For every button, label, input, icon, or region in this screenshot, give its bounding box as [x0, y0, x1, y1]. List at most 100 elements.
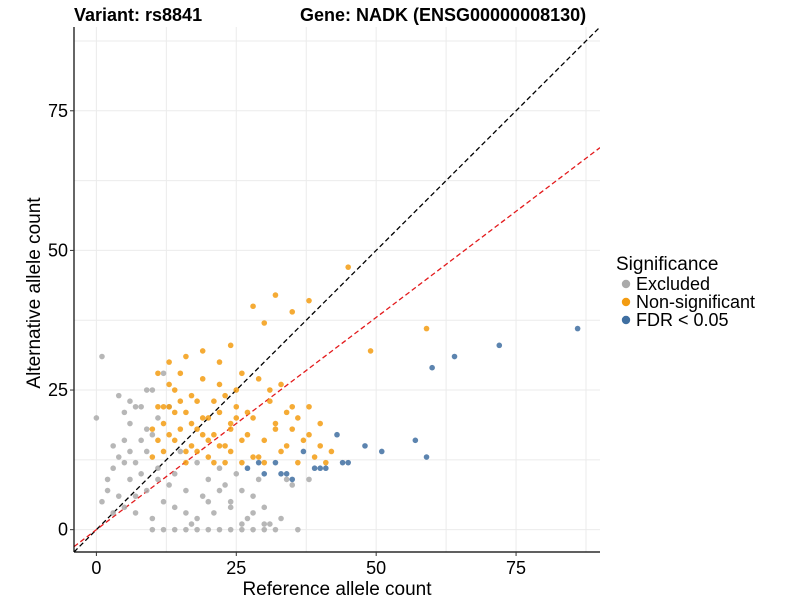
data-point: [283, 443, 290, 449]
data-point: [183, 459, 189, 466]
data-point: [261, 437, 268, 444]
data-point: [239, 437, 245, 444]
data-point: [239, 370, 245, 377]
data-point: [233, 415, 240, 421]
data-point: [272, 292, 279, 298]
data-point: [183, 353, 189, 360]
legend-label: Excluded: [636, 274, 710, 294]
y-tick-label: 75: [48, 101, 68, 121]
fit-line: [74, 147, 600, 548]
data-point: [239, 459, 245, 466]
data-point: [283, 409, 290, 416]
data-point: [132, 510, 139, 516]
data-point: [199, 431, 206, 438]
data-point: [283, 471, 290, 477]
data-point: [121, 409, 128, 416]
data-point: [250, 493, 256, 499]
data-point: [155, 415, 161, 421]
chart-title-gene: Gene: NADK (ENSG00000008130): [300, 5, 586, 25]
data-point: [289, 426, 296, 432]
data-point: [149, 431, 156, 438]
data-point: [110, 443, 116, 449]
data-point: [239, 487, 245, 494]
data-point: [166, 403, 172, 410]
legend-swatch: [621, 279, 631, 289]
data-point: [211, 459, 217, 466]
data-point: [127, 420, 133, 427]
identity-line: [74, 27, 600, 552]
data-point: [110, 510, 116, 516]
data-point: [188, 521, 195, 527]
data-point: [272, 420, 279, 427]
data-point: [160, 498, 167, 505]
data-point: [323, 465, 329, 472]
data-point: [362, 443, 368, 449]
data-point: [306, 297, 312, 304]
data-point: [121, 504, 128, 511]
data-point: [177, 370, 184, 377]
data-point: [267, 521, 273, 527]
data-point: [227, 420, 234, 427]
data-point: [334, 431, 340, 438]
data-point: [378, 448, 385, 455]
data-point: [115, 454, 122, 460]
data-point: [155, 437, 161, 444]
data-point: [160, 526, 167, 533]
data-point: [306, 476, 312, 483]
legend-swatch: [621, 297, 631, 307]
data-point: [143, 387, 150, 393]
data-point: [171, 387, 178, 393]
data-point: [149, 515, 156, 522]
series-non-significant: [149, 264, 430, 466]
data-point: [261, 504, 268, 511]
data-point: [177, 398, 184, 405]
data-point: [194, 448, 200, 455]
y-axis-title: Alternative allele count: [24, 197, 45, 389]
series-excluded: [93, 353, 312, 533]
legend-swatch: [621, 315, 631, 325]
data-point: [222, 443, 228, 449]
data-point: [227, 448, 234, 455]
data-point: [211, 398, 217, 405]
data-point: [295, 459, 301, 466]
data-point: [289, 309, 296, 315]
data-point: [199, 348, 206, 354]
data-point: [289, 476, 296, 483]
data-point: [267, 387, 273, 393]
data-point: [412, 437, 419, 444]
data-point: [183, 487, 189, 494]
data-point: [300, 437, 307, 444]
legend-label: Non-significant: [636, 292, 755, 312]
data-point: [127, 448, 133, 455]
data-point: [104, 476, 111, 483]
y-tick-label: 50: [48, 240, 68, 260]
data-point: [227, 426, 234, 432]
data-point: [205, 415, 212, 421]
data-point: [423, 325, 430, 332]
legend-label: FDR < 0.05: [636, 310, 729, 330]
data-point: [205, 437, 212, 444]
data-point: [239, 521, 245, 527]
data-point: [155, 403, 161, 410]
data-point: [171, 437, 178, 444]
data-point: [233, 387, 240, 393]
data-point: [160, 403, 167, 410]
data-point: [183, 448, 189, 455]
data-point: [278, 471, 284, 477]
data-point: [295, 526, 301, 533]
data-point: [166, 359, 172, 365]
data-point: [99, 353, 105, 360]
data-point: [138, 471, 144, 477]
data-point: [121, 437, 128, 444]
data-point: [250, 303, 256, 310]
data-points: [93, 264, 581, 533]
y-tick-label: 0: [58, 520, 68, 540]
data-point: [199, 493, 206, 499]
data-point: [272, 426, 279, 432]
data-point: [244, 409, 251, 416]
data-point: [188, 443, 195, 449]
data-point: [115, 493, 122, 499]
data-point: [127, 476, 133, 483]
data-point: [143, 487, 150, 494]
